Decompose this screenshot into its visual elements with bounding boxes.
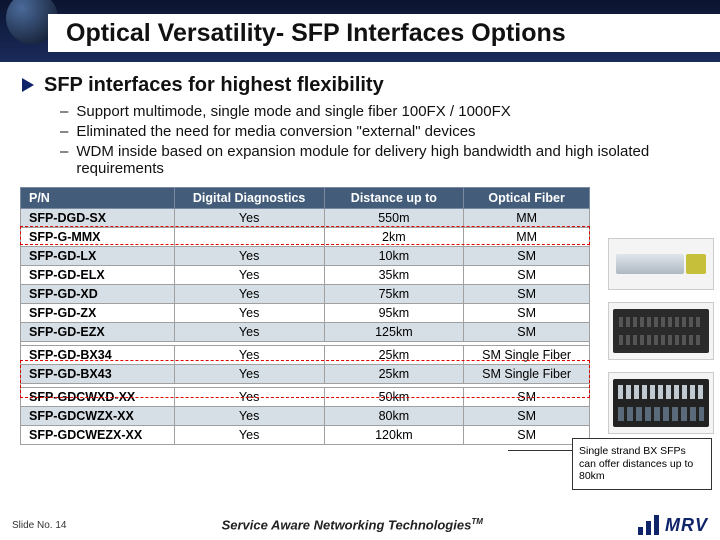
slide-number: Slide No. 14 — [12, 520, 66, 531]
col-diag: Digital Diagnostics — [174, 188, 324, 209]
cell-pn: SFP-GDCWZX-XX — [21, 407, 175, 426]
col-fiber: Optical Fiber — [464, 188, 590, 209]
cell-pn: SFP-GD-BX43 — [21, 365, 175, 384]
cell-value: Yes — [174, 266, 324, 285]
table-row: SFP-G-MMX 2kmMM — [21, 228, 590, 247]
switch-image-2 — [608, 372, 714, 434]
cell-value: Yes — [174, 323, 324, 342]
sub-bullet: –Eliminated the need for media conversio… — [60, 123, 700, 140]
side-images — [608, 238, 714, 434]
sub-bullet-text: WDM inside based on expansion module for… — [76, 143, 700, 177]
sub-bullet-text: Eliminated the need for media conversion… — [76, 123, 475, 140]
sub-bullet-text: Support multimode, single mode and singl… — [76, 103, 510, 120]
cell-value: 35km — [324, 266, 464, 285]
cell-value — [174, 228, 324, 247]
cell-pn: SFP-GD-XD — [21, 285, 175, 304]
cell-pn: SFP-GD-BX34 — [21, 346, 175, 365]
cell-value: 50km — [324, 388, 464, 407]
cell-pn: SFP-GDCWXD-XX — [21, 388, 175, 407]
cell-value: 120km — [324, 426, 464, 445]
table-row: SFP-GD-BX34Yes25kmSM Single Fiber — [21, 346, 590, 365]
title-band: Optical Versatility- SFP Interfaces Opti… — [48, 14, 720, 52]
logo-text: MRV — [665, 515, 708, 536]
logo-bars-icon — [638, 515, 659, 535]
table-row: SFP-GDCWEZX-XXYes120kmSM — [21, 426, 590, 445]
sub-bullet: –Support multimode, single mode and sing… — [60, 103, 700, 120]
cell-value: SM — [464, 247, 590, 266]
cell-value: MM — [464, 209, 590, 228]
cell-value: SM — [464, 266, 590, 285]
cell-pn: SFP-G-MMX — [21, 228, 175, 247]
sfp-module-image — [608, 238, 714, 290]
cell-value: Yes — [174, 388, 324, 407]
cell-value: 2km — [324, 228, 464, 247]
slide-footer: Slide No. 14 Service Aware Networking Te… — [0, 510, 720, 540]
cell-value: SM — [464, 388, 590, 407]
cell-value: Yes — [174, 209, 324, 228]
cell-value: 25km — [324, 346, 464, 365]
cell-value: Yes — [174, 247, 324, 266]
cell-value: SM — [464, 426, 590, 445]
cell-value: SM — [464, 323, 590, 342]
col-pn: P/N — [21, 188, 175, 209]
sub-bullet-list: –Support multimode, single mode and sing… — [60, 103, 700, 177]
cell-value: SM Single Fiber — [464, 365, 590, 384]
slide-header: Optical Versatility- SFP Interfaces Opti… — [0, 0, 720, 62]
switch-image-1 — [608, 302, 714, 360]
table-row: SFP-GD-XDYes75kmSM — [21, 285, 590, 304]
cell-pn: SFP-GD-ZX — [21, 304, 175, 323]
table-row: SFP-GDCWZX-XXYes80kmSM — [21, 407, 590, 426]
cell-value: Yes — [174, 304, 324, 323]
cell-value: Yes — [174, 346, 324, 365]
cell-value: 75km — [324, 285, 464, 304]
cell-pn: SFP-GD-EZX — [21, 323, 175, 342]
footer-tagline: Service Aware Networking TechnologiesTM — [222, 517, 483, 532]
table-header-row: P/N Digital Diagnostics Distance up to O… — [21, 188, 590, 209]
table-row: SFP-GD-LXYes10kmSM — [21, 247, 590, 266]
cell-pn: SFP-GDCWEZX-XX — [21, 426, 175, 445]
cell-value: Yes — [174, 426, 324, 445]
table-row: SFP-GD-ELXYes35kmSM — [21, 266, 590, 285]
table-row: SFP-GD-ZXYes95kmSM — [21, 304, 590, 323]
main-bullet-text: SFP interfaces for highest flexibility — [44, 74, 384, 97]
slide-title: Optical Versatility- SFP Interfaces Opti… — [66, 19, 566, 48]
cell-value: SM — [464, 285, 590, 304]
cell-value: SM — [464, 304, 590, 323]
cell-value: 25km — [324, 365, 464, 384]
col-dist: Distance up to — [324, 188, 464, 209]
arrow-bullet-icon — [22, 78, 34, 92]
sfp-table: P/N Digital Diagnostics Distance up to O… — [20, 187, 590, 445]
cell-value: 10km — [324, 247, 464, 266]
table-row: SFP-GDCWXD-XXYes50kmSM — [21, 388, 590, 407]
cell-pn: SFP-DGD-SX — [21, 209, 175, 228]
callout-box: Single strand BX SFPs can offer distance… — [572, 438, 712, 490]
cell-value: Yes — [174, 407, 324, 426]
table-row: SFP-GD-BX43Yes25kmSM Single Fiber — [21, 365, 590, 384]
mrv-logo: MRV — [638, 515, 708, 536]
callout-leader-line — [508, 450, 572, 451]
cell-value: SM Single Fiber — [464, 346, 590, 365]
sub-bullet: –WDM inside based on expansion module fo… — [60, 143, 700, 177]
table-row: SFP-GD-EZXYes125kmSM — [21, 323, 590, 342]
cell-value: 95km — [324, 304, 464, 323]
main-bullet: SFP interfaces for highest flexibility — [22, 74, 700, 97]
cell-value: 125km — [324, 323, 464, 342]
cell-pn: SFP-GD-LX — [21, 247, 175, 266]
cell-value: MM — [464, 228, 590, 247]
footer-tagline-text: Service Aware Networking Technologies — [222, 518, 472, 533]
tm-mark: TM — [471, 517, 483, 526]
cell-value: Yes — [174, 365, 324, 384]
cell-pn: SFP-GD-ELX — [21, 266, 175, 285]
cell-value: SM — [464, 407, 590, 426]
cell-value: 550m — [324, 209, 464, 228]
cell-value: 80km — [324, 407, 464, 426]
table-wrap: P/N Digital Diagnostics Distance up to O… — [20, 187, 700, 445]
cell-value: Yes — [174, 285, 324, 304]
table-row: SFP-DGD-SXYes550mMM — [21, 209, 590, 228]
